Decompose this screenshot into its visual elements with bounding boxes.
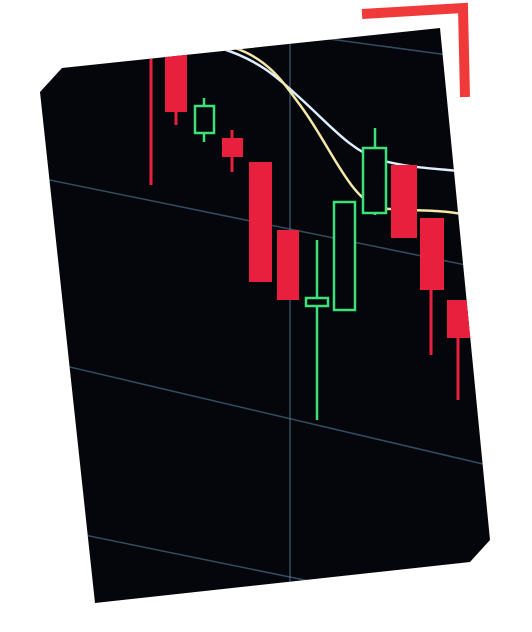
candlestick-scene: [40, 30, 490, 603]
corner-bracket: [361, 2, 470, 98]
photo-card: [40, 28, 490, 603]
candles: [149, 50, 477, 420]
moving-average-yellow: [234, 46, 471, 218]
moving-average-white: [219, 46, 471, 174]
